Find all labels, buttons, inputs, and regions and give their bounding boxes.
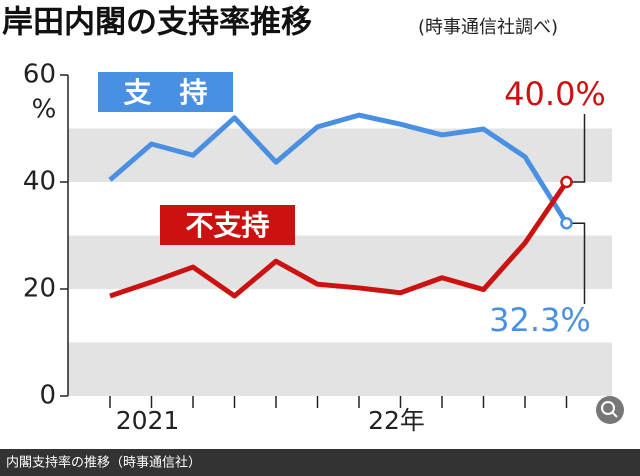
- y-tick-label: 20: [23, 274, 56, 304]
- x-tick-label: 22年: [368, 406, 425, 435]
- series-line: [109, 180, 569, 299]
- grid-band: [68, 128, 612, 182]
- y-tick-label: 0: [39, 381, 56, 411]
- y-tick-label: 60: [23, 60, 56, 90]
- chart-subtitle: (時事通信社調べ): [418, 17, 558, 38]
- zoom-icon: [611, 411, 618, 418]
- y-axis-unit: %: [32, 95, 57, 125]
- end-point: [560, 216, 573, 230]
- leader-line: [572, 222, 586, 304]
- end-point: [560, 175, 573, 189]
- zoom-button[interactable]: [596, 396, 624, 424]
- y-tick-label: 40: [23, 167, 56, 197]
- caption-bar: [0, 449, 640, 476]
- legend-box: [160, 205, 295, 245]
- leader-line: [572, 114, 586, 183]
- value-label: 40.0%: [504, 75, 606, 113]
- legend-label: 不支持: [185, 209, 269, 242]
- x-tick-label: 2021: [116, 406, 180, 435]
- chart-title: 岸田内閣の支持率推移: [2, 5, 312, 41]
- value-label: 32.3%: [489, 301, 591, 339]
- series-line: [108, 112, 569, 225]
- caption: 内閣支持率の推移（時事通信社）: [6, 455, 201, 471]
- grid-band: [68, 342, 612, 396]
- zoom-icon: [601, 401, 615, 415]
- legend-box: [98, 72, 233, 112]
- plot-area: 0 20 40 60 2021 22年 32.3% 支 持 40.0% 不支持: [23, 60, 612, 435]
- legend-label: 支 持: [123, 76, 207, 109]
